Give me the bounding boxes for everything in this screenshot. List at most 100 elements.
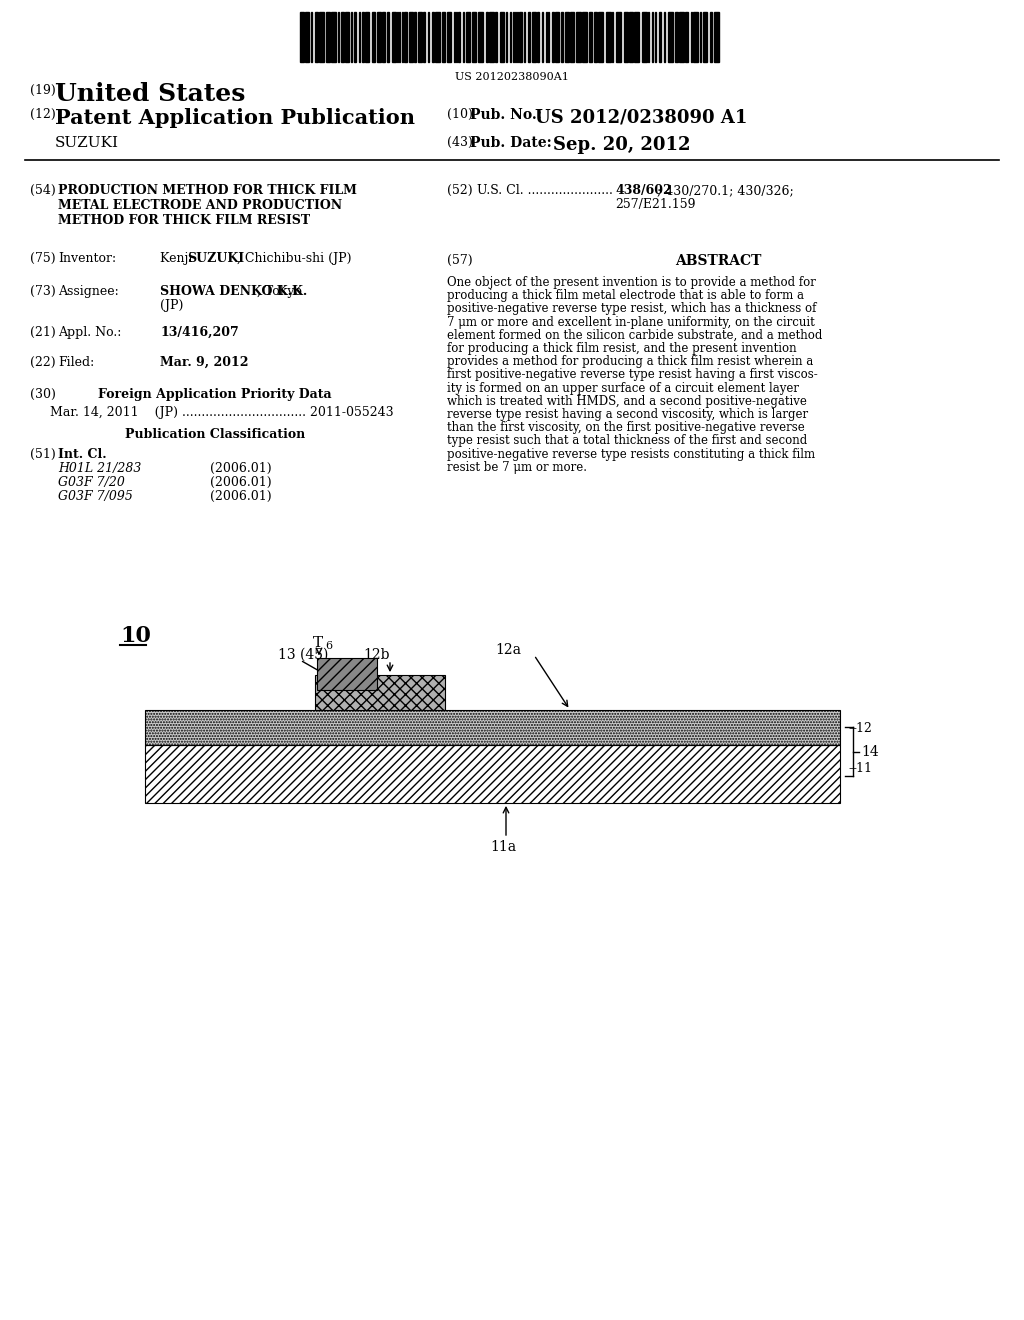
Text: Kenji: Kenji [160, 252, 197, 265]
Bar [658, 12, 660, 62]
Bar [594, 12, 597, 62]
Text: (2006.01): (2006.01) [210, 490, 271, 503]
Bar [354, 12, 355, 62]
Text: (43): (43) [447, 136, 473, 149]
Text: (57): (57) [447, 253, 473, 267]
Text: Patent Application Publication: Patent Application Publication [55, 108, 415, 128]
Bar [569, 12, 573, 62]
Text: (30): (30) [30, 388, 56, 401]
Bar [458, 12, 460, 62]
Text: SUZUKI: SUZUKI [55, 136, 119, 150]
Text: , Tokyo: , Tokyo [257, 285, 302, 298]
Text: Publication Classification: Publication Classification [125, 428, 305, 441]
Text: United States: United States [55, 82, 246, 106]
Bar [387, 12, 388, 62]
Text: producing a thick film metal electrode that is able to form a: producing a thick film metal electrode t… [447, 289, 804, 302]
Text: Sep. 20, 2012: Sep. 20, 2012 [553, 136, 690, 154]
Bar [589, 12, 592, 62]
Bar [500, 12, 504, 62]
Bar [409, 12, 413, 62]
Bar [583, 12, 588, 62]
Bar [651, 12, 652, 62]
Text: reverse type resist having a second viscosity, which is larger: reverse type resist having a second visc… [447, 408, 808, 421]
Bar [414, 12, 416, 62]
Bar [489, 12, 495, 62]
Text: H01L 21/283: H01L 21/283 [58, 462, 141, 475]
Text: 11a: 11a [490, 840, 516, 854]
Text: 12a: 12a [495, 643, 521, 657]
Text: METHOD FOR THICK FILM RESIST: METHOD FOR THICK FILM RESIST [58, 214, 310, 227]
Bar [629, 12, 633, 62]
Bar [616, 12, 621, 62]
Text: Assignee:: Assignee: [58, 285, 119, 298]
Bar [634, 12, 639, 62]
Text: (22): (22) [30, 356, 55, 370]
Text: 7 μm or more and excellent in-plane uniformity, on the circuit: 7 μm or more and excellent in-plane unif… [447, 315, 815, 329]
Bar [527, 12, 529, 62]
Text: (73): (73) [30, 285, 55, 298]
Bar [310, 12, 312, 62]
Text: provides a method for producing a thick film resist wherein a: provides a method for producing a thick … [447, 355, 813, 368]
Bar [611, 12, 613, 62]
Text: 13 (45): 13 (45) [278, 648, 329, 663]
Bar [314, 12, 318, 62]
Text: ABSTRACT: ABSTRACT [675, 253, 762, 268]
Text: (10): (10) [447, 108, 473, 121]
Bar [365, 12, 369, 62]
Bar [372, 12, 376, 62]
Bar [441, 12, 445, 62]
Bar [351, 12, 352, 62]
Text: PRODUCTION METHOD FOR THICK FILM: PRODUCTION METHOD FOR THICK FILM [58, 183, 357, 197]
Text: 6: 6 [325, 642, 332, 651]
Bar [654, 12, 655, 62]
Text: Appl. No.:: Appl. No.: [58, 326, 122, 339]
Text: which is treated with HMDS, and a second positive-negative: which is treated with HMDS, and a second… [447, 395, 807, 408]
Text: 13/416,207: 13/416,207 [160, 326, 239, 339]
Bar [605, 12, 610, 62]
Text: (2006.01): (2006.01) [210, 462, 271, 475]
Text: Int. Cl.: Int. Cl. [58, 447, 106, 461]
Bar [403, 12, 408, 62]
Text: (54): (54) [30, 183, 55, 197]
Bar [145, 744, 840, 803]
Bar [447, 12, 451, 62]
Text: 257/E21.159: 257/E21.159 [615, 198, 695, 211]
Text: type resist such that a total thickness of the first and second: type resist such that a total thickness … [447, 434, 807, 447]
Text: (12): (12) [30, 108, 55, 121]
Bar [555, 12, 559, 62]
Bar [319, 12, 325, 62]
Bar [537, 12, 539, 62]
Text: Pub. No.:: Pub. No.: [470, 108, 542, 121]
Text: Pub. Date:: Pub. Date: [470, 136, 552, 150]
Text: ity is formed on an upper surface of a circuit element layer: ity is formed on an upper surface of a c… [447, 381, 799, 395]
Bar [710, 12, 712, 62]
Text: U.S. Cl. ......................: U.S. Cl. ...................... [477, 183, 613, 197]
Text: (75): (75) [30, 252, 55, 265]
Bar [315, 675, 445, 710]
Bar [391, 12, 395, 62]
Text: US 20120238090A1: US 20120238090A1 [455, 73, 569, 82]
Bar [418, 12, 422, 62]
Bar [575, 12, 581, 62]
Bar [690, 12, 692, 62]
Bar [702, 12, 707, 62]
Bar [304, 12, 308, 62]
Text: G03F 7/20: G03F 7/20 [58, 477, 125, 488]
Bar [145, 710, 840, 744]
Bar [693, 12, 697, 62]
Text: Mar. 9, 2012: Mar. 9, 2012 [160, 356, 249, 370]
Text: Filed:: Filed: [58, 356, 94, 370]
Bar [664, 12, 666, 62]
Text: than the first viscosity, on the first positive-negative reverse: than the first viscosity, on the first p… [447, 421, 805, 434]
Text: (52): (52) [447, 183, 473, 197]
Bar [699, 12, 701, 62]
Text: ‒12: ‒12 [848, 722, 871, 735]
Text: (JP): (JP) [160, 300, 183, 312]
Text: SUZUKI: SUZUKI [187, 252, 244, 265]
Text: for producing a thick film resist, and the present invention: for producing a thick film resist, and t… [447, 342, 797, 355]
Bar [532, 12, 536, 62]
Bar [642, 12, 647, 62]
Bar [685, 12, 688, 62]
Text: Mar. 14, 2011    (JP) ................................ 2011-055243: Mar. 14, 2011 (JP) .....................… [50, 407, 393, 418]
Bar [496, 12, 497, 62]
